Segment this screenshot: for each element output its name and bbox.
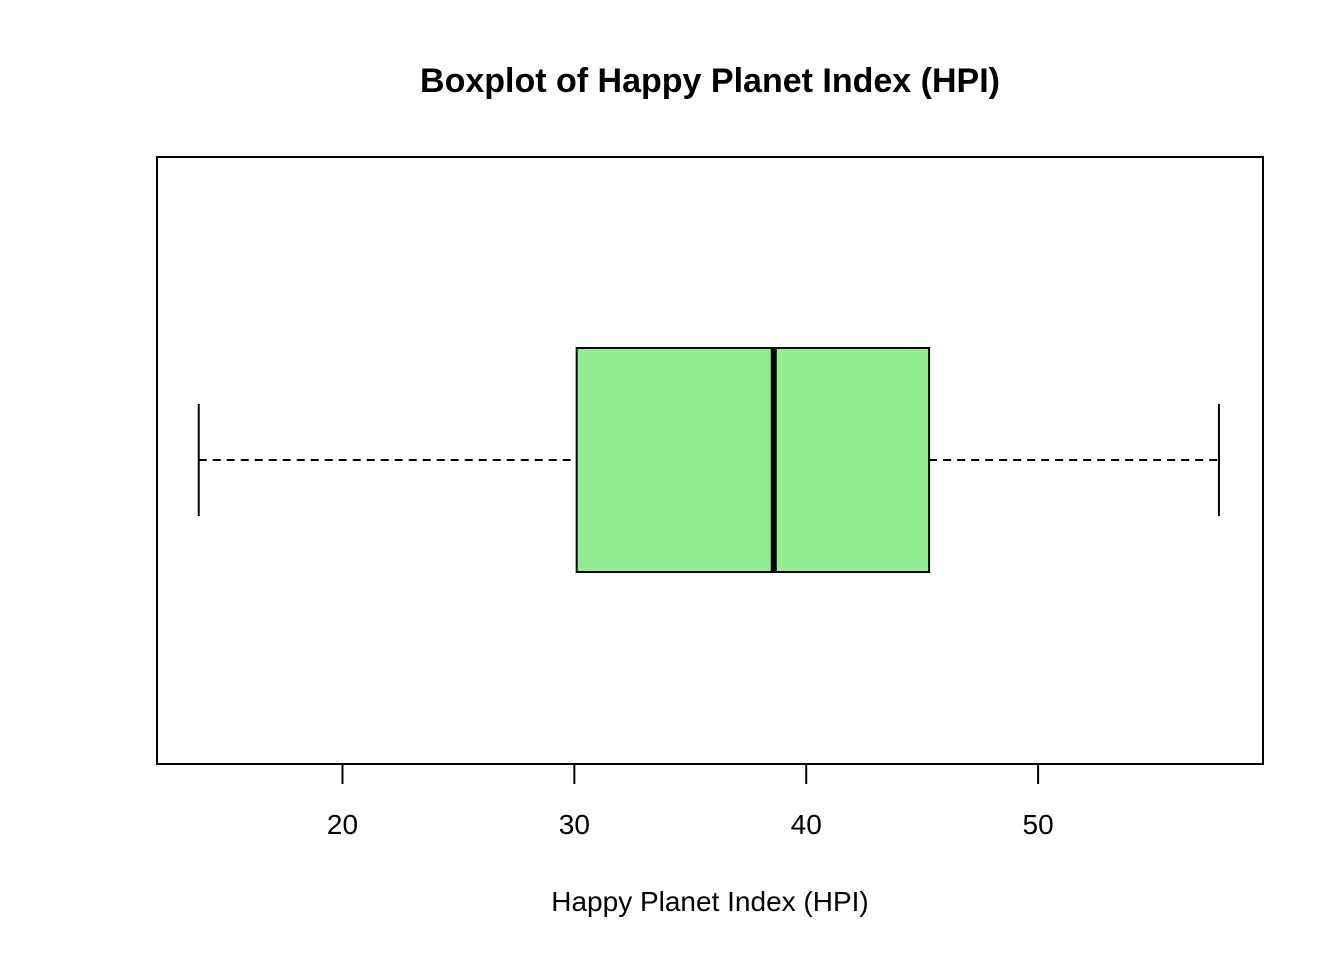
chart-title: Boxplot of Happy Planet Index (HPI) — [420, 62, 1000, 100]
x-tick-label: 30 — [559, 809, 590, 840]
iqr-box — [575, 347, 931, 573]
x-axis: 20 30 40 50 — [327, 763, 1054, 840]
x-axis-label: Happy Planet Index (HPI) — [551, 886, 869, 917]
x-tick-label: 50 — [1023, 809, 1054, 840]
x-tick-label: 20 — [327, 809, 358, 840]
x-tick-label: 40 — [791, 809, 822, 840]
box-group — [197, 347, 1220, 573]
